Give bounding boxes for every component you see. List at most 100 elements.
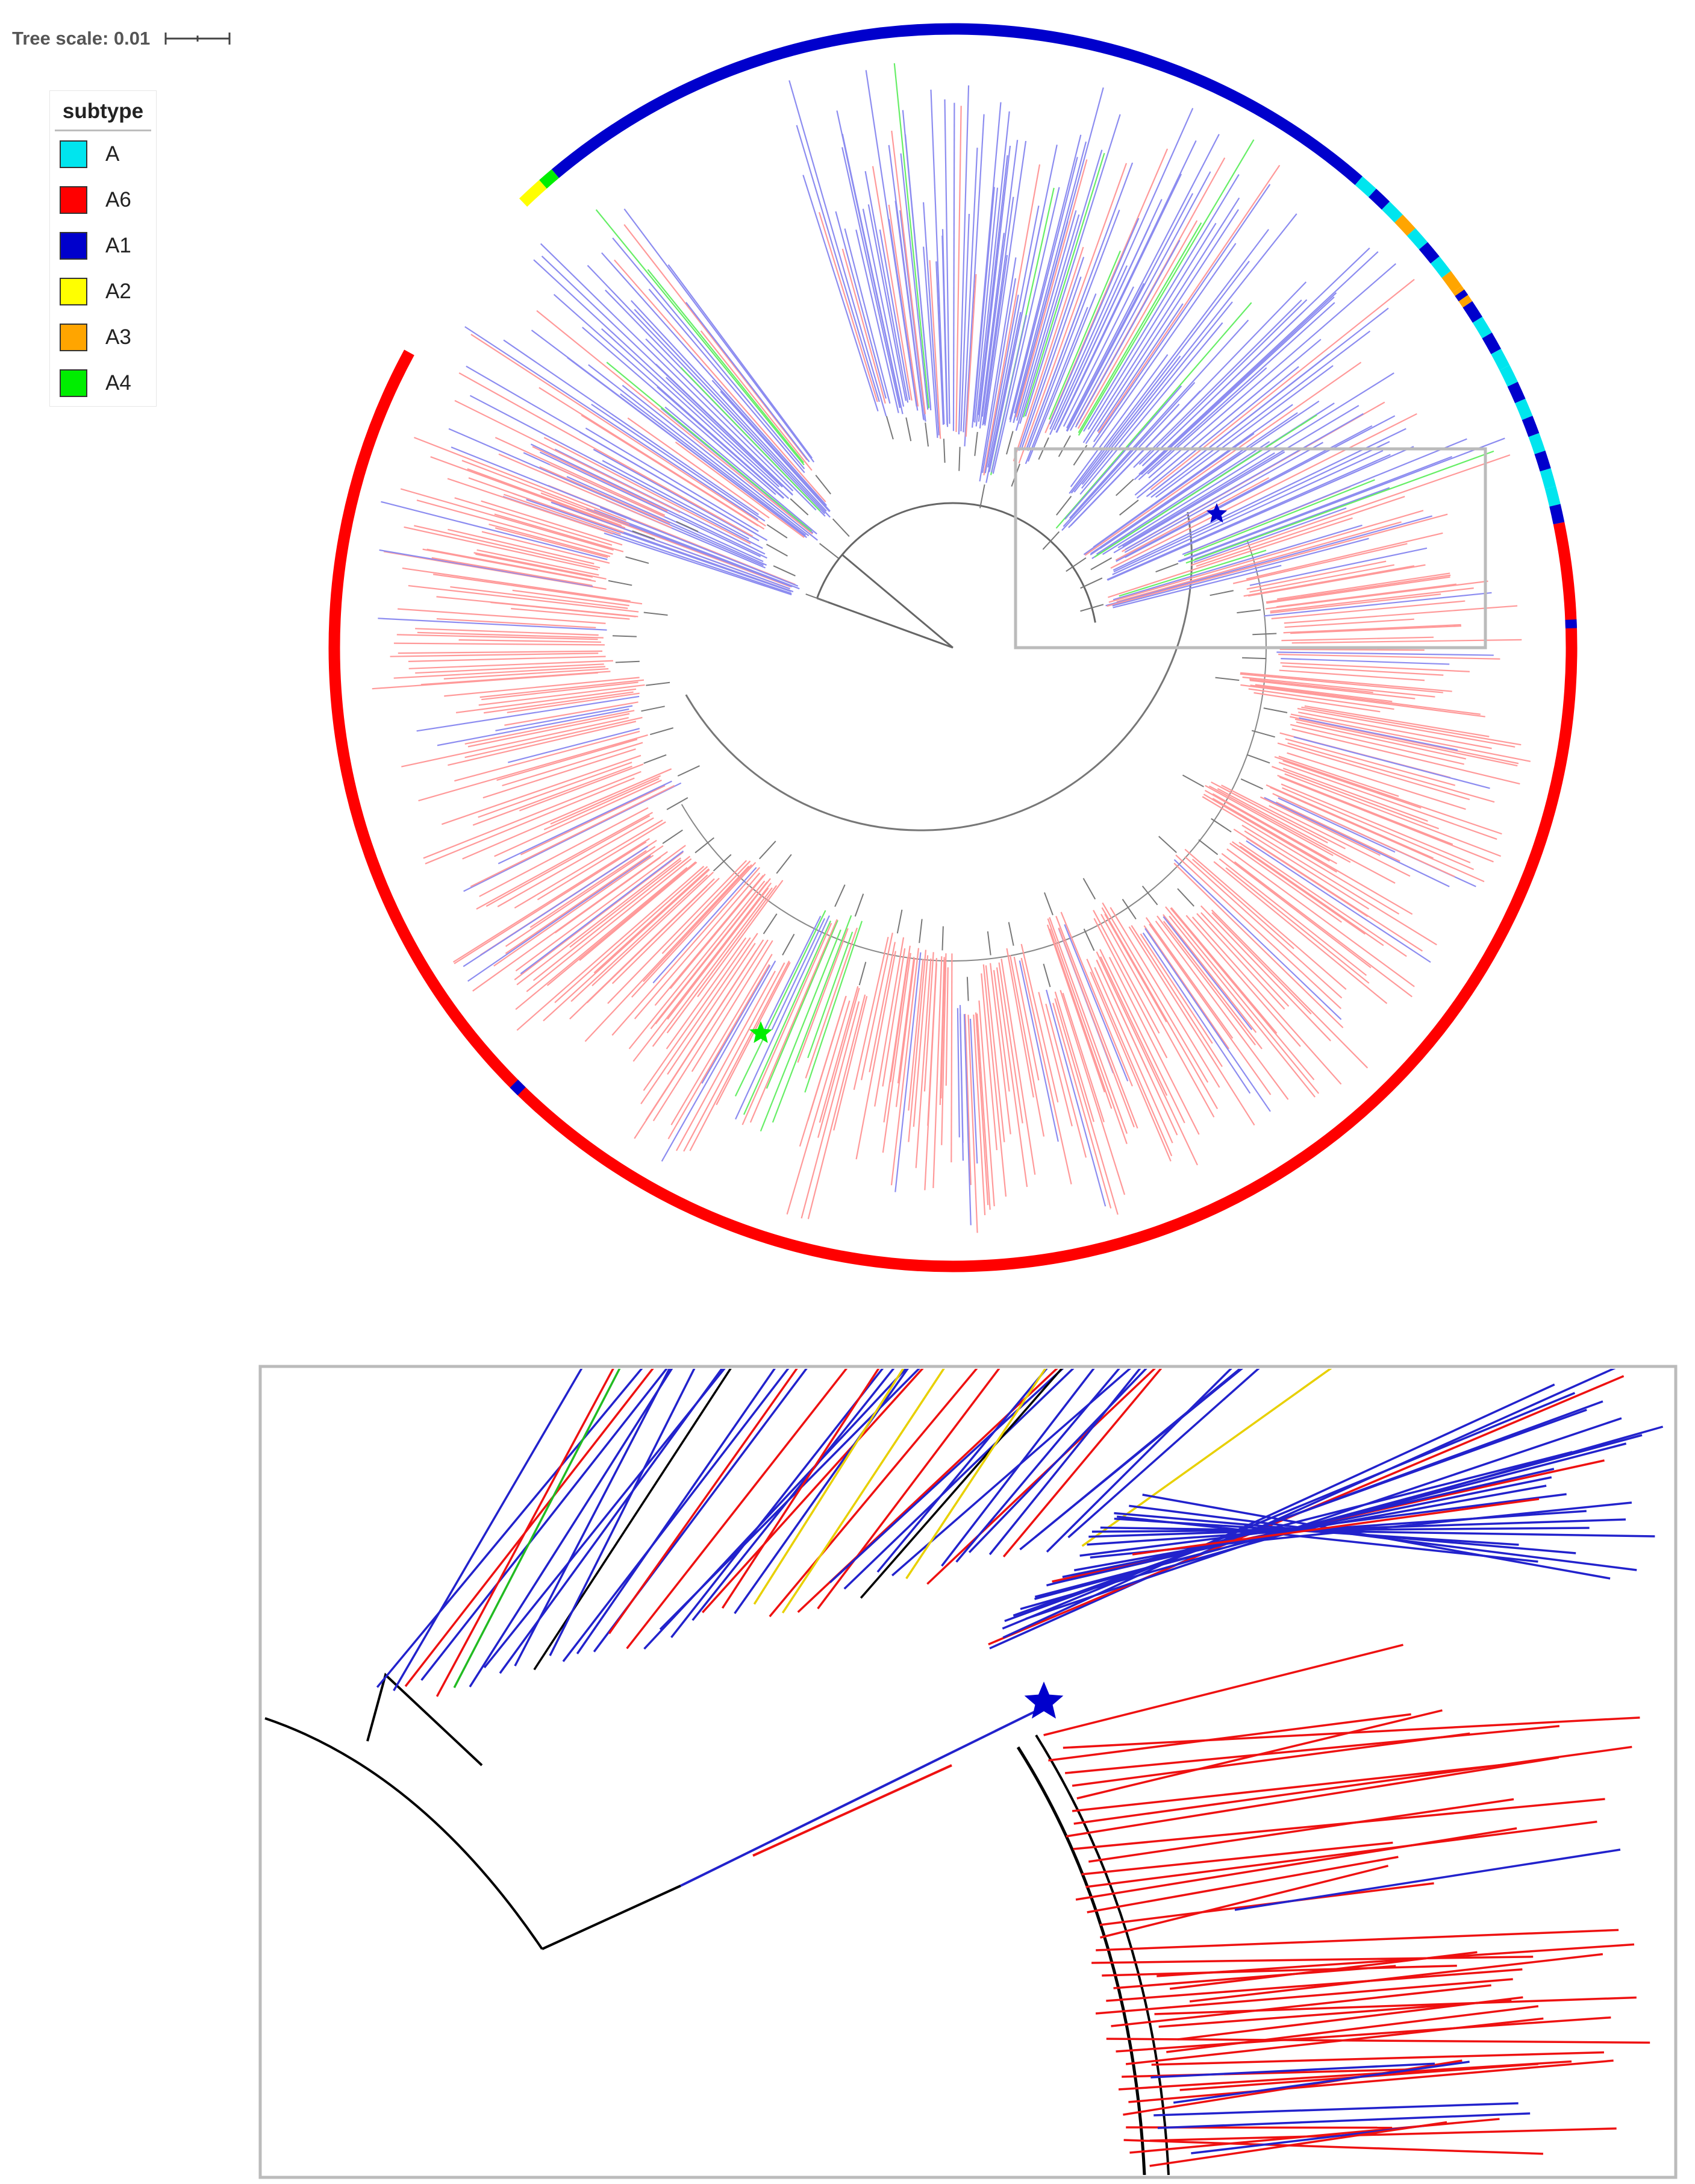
zoom-tip-branch [843,1369,1075,1590]
tree-tip-branch [1170,907,1278,1034]
tree-tip-branch [551,501,790,590]
tree-tip-branch [1175,854,1342,1010]
tree-tip-branch [1113,565,1282,609]
tree-tip-branch [685,302,810,463]
zoom-branch [542,1885,681,1950]
tree-tip-branch [587,264,826,515]
tree-tip-branch [981,973,998,1151]
tree-tip-branch [807,931,854,1059]
ring-segment [1355,176,1376,198]
tree-tip-branch [669,874,766,989]
tree-internal-branch [1082,878,1096,900]
tree-tip-branch [1191,859,1294,950]
tree-tip-branch [867,204,907,401]
tree-tip-branch [614,259,826,502]
ring-segment [1394,214,1416,236]
star-shape [1206,503,1228,523]
zoom-tip-branch [1002,1369,1163,1558]
tree-tip-branch [1281,636,1434,642]
tree-tip-branch [1097,303,1184,432]
tree-tip-branch [982,278,1017,474]
tree-tip-branch [865,70,917,407]
tree-tip-branch [585,427,759,532]
tree-tip-branch [441,754,641,825]
tree-internal-branch [1242,657,1267,660]
tree-internal-branch [790,498,809,516]
tree-internal-branch [1237,609,1261,614]
tree-tip-branch [655,363,793,495]
tree-tip-branch [819,986,859,1123]
tree-tip-branch [546,861,696,986]
tree-internal-branch [966,977,969,1001]
tree-tip-branch [1124,442,1324,553]
ring-segment [1462,301,1483,323]
tree-backbone-arc [685,512,1193,831]
tree-tip-branch [1278,762,1497,840]
tree-tip-branch [1217,787,1396,884]
tree-tip-branch [941,953,947,1145]
tree-tip-branch [458,372,754,537]
tree-tip-branch [1027,209,1120,451]
tree-tip-branch [454,399,681,513]
tree-tip-branch [1173,862,1344,1028]
tree-tip-branch [401,717,629,768]
tree-tip-branch [1287,752,1466,810]
tree-tip-branch [1281,783,1471,863]
zoom-tip-branch [376,1369,643,1688]
zoom-tip-branch [1157,2112,1531,2129]
tree-tip-branch [540,492,791,588]
tree-internal-branch [987,931,991,956]
tree-internal-branch [632,530,655,540]
tree-tip-branch [549,464,665,518]
tree-internal-branch [854,893,864,917]
tree-tip-branch [554,866,708,1003]
tree-tip-branch [1246,560,1387,590]
tree-tip-branch [1056,174,1182,433]
tree-internal-branch [1008,922,1014,946]
tree-tip-branch [735,915,830,1120]
zoom-backbone [264,1717,543,1950]
tree-tip-branch [1055,302,1252,529]
tree-tip-branch [1200,905,1331,1042]
tree-tip-branch [408,656,606,662]
tree-tip-branch [982,196,1014,426]
tree-tip-branch [1144,928,1271,1112]
a1-origin-star-large-icon [1024,1682,1064,1719]
zoom-tip-branch [1100,1526,1655,1538]
tree-internal-branch [1251,730,1275,738]
tree-tip-branch [1138,299,1308,465]
tree-tip-branch [975,111,1010,427]
legend-swatch [60,324,87,351]
tree-tip-branch [478,762,632,818]
tree-tip-branch [932,956,943,1188]
tree-tip-branch [855,951,896,1160]
tree-tip-branch [978,155,1008,415]
tree-internal-branch [641,706,665,712]
tree-tip-branch [927,958,937,1126]
tree-tip-branch [1100,913,1215,1118]
tree-tip-branch [588,364,810,537]
tree-internal-branch [896,909,903,934]
zoom-tip-branch [829,1369,1064,1583]
legend-item-a4: A4 [50,360,156,406]
ring-segment [1381,201,1403,223]
tree-tip-branch [423,771,641,859]
tree-tip-branch [448,428,764,566]
tree-tip-branch [786,1000,851,1215]
tree-tip-branch [1301,706,1522,746]
tree-tip-branch [378,618,607,631]
zoom-tip-branch [1096,1929,1619,1951]
tree-tip-branch [1112,537,1369,607]
tree-tip-branch [1077,220,1198,429]
tree-tip-branch [960,213,970,431]
zoom-tip-branch [1081,1841,1393,1876]
zoom-tip-branch [968,1369,1147,1553]
tree-tip-branch [402,567,631,602]
tree-tip-branch [1081,213,1297,485]
tree-tip-branch [1013,246,1084,462]
tree-tip-branch [972,187,995,422]
tree-internal-branch [643,754,667,764]
tree-tip-branch [1093,184,1271,442]
tree-internal-branch [695,837,714,854]
